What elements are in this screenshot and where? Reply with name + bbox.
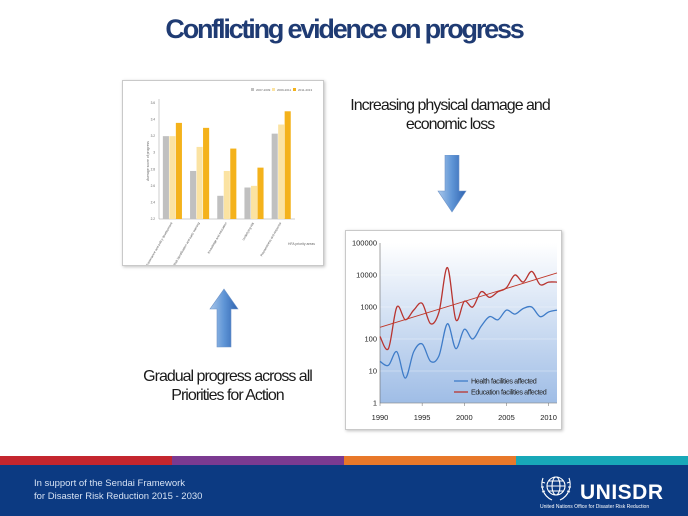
bar (284, 111, 291, 219)
y-tick-label: 100000 (352, 239, 377, 248)
x-tick-label: 2000 (456, 413, 473, 422)
facilities-affected-chart: 100000 10000 1000 100 10 1 1990 1995 2000 2005 201… (345, 230, 562, 430)
caption-gradual-progress: Gradual progress across all Priorities f… (143, 368, 313, 404)
bar (278, 124, 285, 219)
footer-tagline: In support of the Sendai Framework for D… (34, 477, 202, 503)
y-tick-label: 2.4 (151, 200, 156, 204)
x-tick-label: 1995 (414, 413, 431, 422)
bar (190, 170, 197, 219)
y-tick-label: 3.2 (151, 134, 156, 138)
y-tick-label: 3.4 (151, 118, 156, 122)
plot-area (380, 243, 557, 403)
category-label: Preparedness and response (259, 221, 282, 257)
bar (244, 187, 251, 219)
slide-title: Conflicting evidence on progress (165, 14, 524, 44)
legend-label: 2011-2013 (298, 88, 312, 92)
bar (217, 195, 224, 219)
bar (223, 170, 230, 219)
unisdr-logo: UNISDR (580, 481, 664, 504)
legend-label: 2007-2009 (256, 88, 271, 92)
y-tick-label: 2.2 (151, 217, 156, 221)
hfa-progress-chart: 2007-2009 2009-2011 2011-2013 3.6 3.4 3.2 3 2.8… (122, 80, 324, 267)
y-axis-label: Average score of progress (146, 141, 150, 181)
y-tick-label: 10 (369, 367, 377, 376)
series-line-education (379, 266, 558, 351)
trendline (379, 272, 558, 328)
bar (169, 136, 176, 219)
bar (196, 146, 203, 219)
y-tick-label: 100 (364, 335, 377, 344)
x-tick-label: 2005 (498, 413, 515, 422)
y-tick-label: 1000 (360, 303, 377, 312)
hfa-progress-svg: 2007-2009 2009-2011 2011-2013 3.6 3.4 3.2 3 2.8… (145, 88, 315, 267)
facilities-affected-svg: 100000 10000 1000 100 10 1 1990 1995 2000 2005 201… (352, 239, 558, 422)
bar (230, 148, 237, 219)
y-tick-label: 1 (373, 399, 377, 408)
x-tick-label: 1990 (372, 413, 389, 422)
footer-line-2: for Disaster Risk Reduction 2015 - 2030 (34, 491, 203, 502)
legend-swatch (272, 88, 275, 91)
footer-bar (0, 465, 688, 516)
caption-damage-loss: Increasing physical damage and economic … (350, 97, 550, 133)
y-tick-label: 10000 (356, 271, 377, 280)
color-strip (0, 456, 688, 465)
bar (257, 167, 264, 219)
legend-swatch (251, 88, 254, 91)
bar (203, 127, 210, 219)
footer-line-1: In support of the Sendai Framework (34, 478, 186, 489)
y-tick-label: 2.8 (151, 167, 156, 171)
bar (162, 136, 169, 219)
bar (175, 122, 182, 219)
category-label: Knowledge and education (207, 221, 228, 254)
bar (250, 185, 258, 219)
unisdr-logo-subtitle: United Nations Office for Disaster Risk … (540, 504, 650, 510)
category-label: Governance and policy development (145, 221, 174, 265)
legend-label: 2009-2011 (277, 88, 291, 92)
arrow-up-icon (209, 288, 239, 348)
series-line-health (379, 305, 558, 379)
y-tick-label: 3.6 (151, 101, 156, 105)
x-axis-label: HFA priority areas (288, 242, 315, 246)
un-emblem-icon (541, 476, 571, 501)
y-tick-label: 3 (153, 151, 155, 155)
legend-label: Health facilities affected (471, 377, 537, 386)
legend-label: Education facilities affected (471, 388, 547, 397)
arrow-down-icon (437, 155, 467, 213)
bar (271, 133, 278, 219)
x-tick-label: 2010 (540, 413, 557, 422)
category-label: Underlying risk (241, 221, 255, 241)
y-tick-label: 2.6 (151, 184, 156, 188)
category-label: Risk identification and early warning (173, 221, 201, 265)
legend-swatch (293, 88, 296, 91)
